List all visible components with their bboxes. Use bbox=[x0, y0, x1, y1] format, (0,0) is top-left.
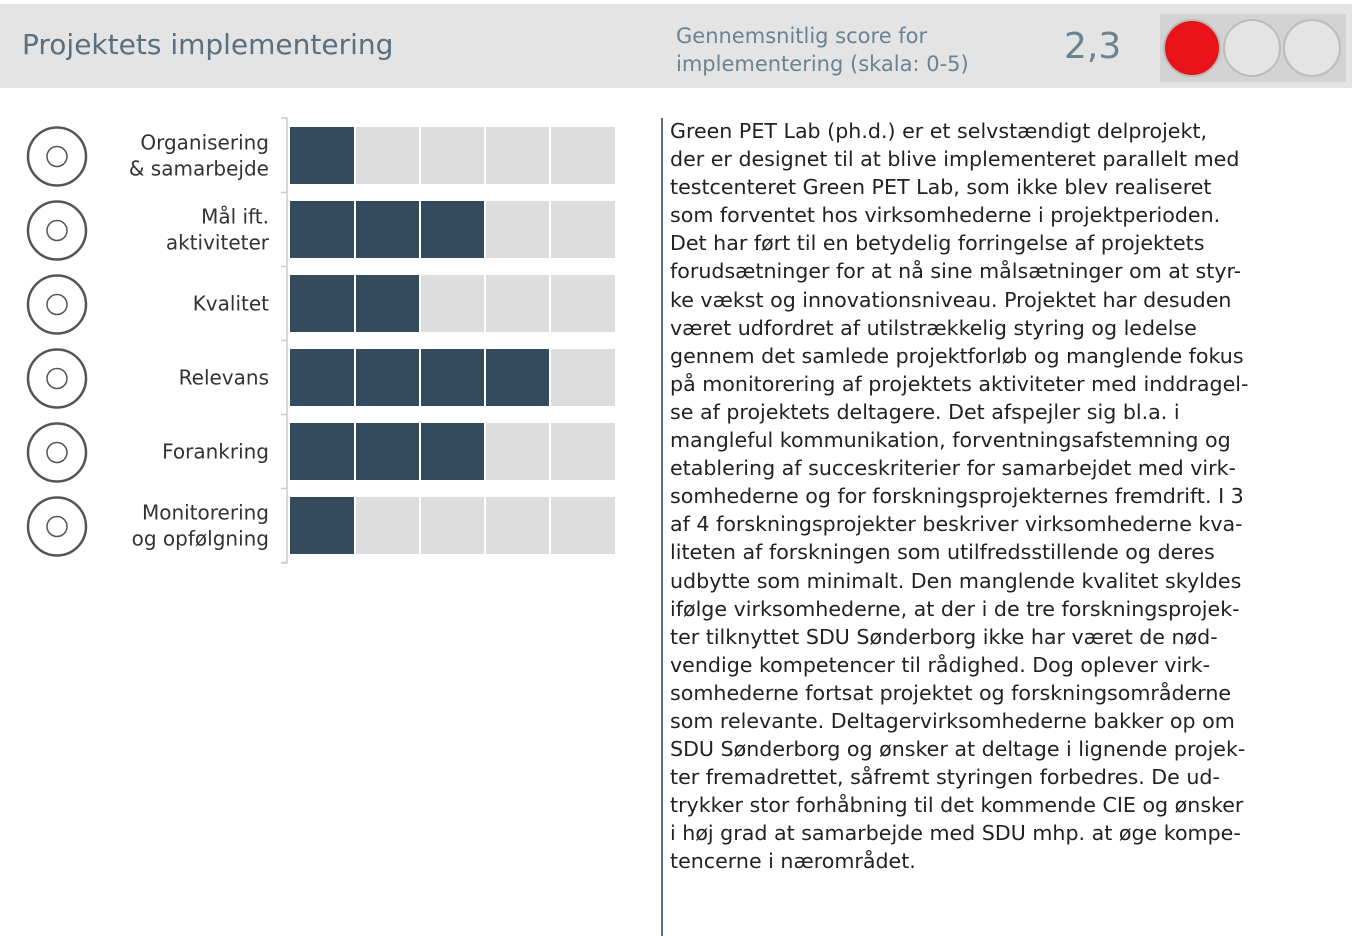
bar bbox=[290, 127, 355, 184]
text-line: på monitorering af projektets aktivitete… bbox=[670, 371, 1249, 396]
text-line: udbytte som minimalt. Den manglende kval… bbox=[670, 568, 1242, 593]
header-title: Projektets implementering bbox=[22, 28, 394, 61]
category-label: Forankring bbox=[162, 440, 269, 464]
text-line: ifølge virksomhederne, at der i de tre f… bbox=[670, 596, 1240, 621]
traffic-light bbox=[1160, 14, 1346, 82]
text-line: været udfordret af utilstrækkelig styrin… bbox=[670, 315, 1197, 340]
light-off bbox=[1223, 19, 1281, 77]
text-line: somhederne fortsat projektet og forsknin… bbox=[670, 680, 1232, 705]
text-line: somhederne og for forskningsprojekternes… bbox=[670, 484, 1244, 509]
icon bbox=[26, 274, 88, 335]
text-line: testcenteret Green PET Lab, som ikke ble… bbox=[670, 175, 1212, 200]
icon bbox=[26, 496, 88, 557]
lights bbox=[1163, 19, 1341, 77]
category-label: Kvalitet bbox=[193, 292, 269, 316]
text-line: ter fremadrettet, såfremt styringen forb… bbox=[670, 765, 1220, 790]
icon-inner bbox=[46, 515, 68, 538]
text-line: se af projektets deltagere. Det afspejle… bbox=[670, 399, 1180, 424]
text-line: Green PET Lab (ph.d.) er et selvstændigt… bbox=[670, 119, 1208, 143]
text-line: som relevante. Deltagervirksomhederne ba… bbox=[670, 708, 1235, 733]
text-line: SDU Sønderborg og ønsker at deltage i li… bbox=[670, 737, 1246, 762]
bar bbox=[290, 423, 485, 480]
light-red bbox=[1163, 19, 1221, 77]
category-label: og opfølgning bbox=[132, 527, 269, 551]
icon bbox=[26, 200, 88, 261]
text-line: etablering af succeskriterier for samarb… bbox=[670, 456, 1236, 481]
category-label: Relevans bbox=[179, 366, 269, 390]
bar bbox=[290, 201, 485, 258]
category-label: Monitorering bbox=[142, 501, 269, 525]
icon-inner bbox=[46, 441, 68, 464]
text-line: i høj grad at samarbejde med SDU mhp. at… bbox=[670, 821, 1241, 846]
score: 2,3 bbox=[1064, 26, 1122, 67]
text-line: liteten af forskningen som utilfredsstil… bbox=[670, 540, 1215, 565]
score-label: Gennemsnitlig score for implementering (… bbox=[676, 22, 969, 78]
text-line: Det har ført til en betydelig forringels… bbox=[670, 231, 1205, 256]
text-line: tencerne i nærområdet. bbox=[670, 849, 916, 874]
text-line: af 4 forskningsprojekter beskriver virks… bbox=[670, 512, 1243, 537]
text-line: der er designet til at blive implementer… bbox=[670, 147, 1240, 172]
text-line: som forventet hos virksomhederne i proje… bbox=[670, 203, 1221, 228]
icon bbox=[26, 348, 88, 409]
score-label-line: Gennemsnitlig score for bbox=[676, 24, 928, 48]
text-line: ter tilknyttet SDU Sønderborg ikke har v… bbox=[670, 624, 1218, 649]
icon bbox=[26, 126, 88, 187]
category-label: Organisering bbox=[140, 131, 269, 155]
text-line: mangleful kommunikation, forventningsafs… bbox=[670, 428, 1231, 453]
icon-inner bbox=[46, 219, 68, 242]
text-line: vendige kompetencer til rådighed. Dog op… bbox=[670, 652, 1211, 677]
icon-inner bbox=[46, 293, 68, 316]
icon-inner bbox=[46, 145, 68, 168]
header: Projektets implementering Gennemsnitlig … bbox=[0, 4, 1352, 88]
text-line: ke vækst og innovationsniveau. Projektet… bbox=[670, 287, 1232, 312]
icon bbox=[26, 422, 88, 483]
bar bbox=[290, 497, 355, 554]
category-label: Mål ift. bbox=[201, 205, 269, 229]
text-line: gennem det samlede projektforløb og mang… bbox=[670, 343, 1244, 368]
category-label: & samarbejde bbox=[129, 157, 269, 181]
light-off bbox=[1283, 19, 1341, 77]
text-line: trykker stor forhåbning til det kommende… bbox=[670, 793, 1244, 818]
body-text: Green PET Lab (ph.d.) er et selvstændigt… bbox=[670, 117, 1248, 876]
score-label-line: implementering (skala: 0-5) bbox=[676, 52, 969, 76]
chart: Organisering& samarbejde Mål ift.aktivite… bbox=[26, 117, 615, 564]
category-label: aktiviteter bbox=[166, 231, 270, 255]
icon-inner bbox=[46, 367, 68, 390]
divider bbox=[661, 118, 663, 936]
text-line: forudsætninger for at nå sine målsætning… bbox=[670, 259, 1242, 284]
